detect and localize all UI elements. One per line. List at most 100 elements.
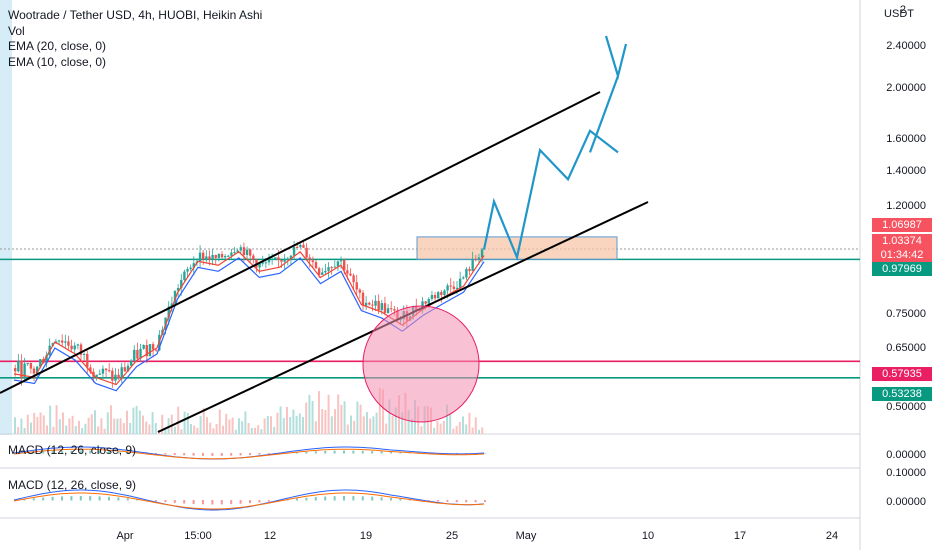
candle-body <box>283 259 286 262</box>
volume-bar <box>52 426 55 434</box>
macd-pane-1-histogram <box>249 453 251 456</box>
candle-body <box>108 370 111 372</box>
symbol-title[interactable]: Wootrade / Tether USD, 4h, HUOBI, Heikin… <box>8 8 263 22</box>
macd-pane-2-tick: 0.00000 <box>886 496 926 508</box>
macd-pane-2-histogram <box>399 498 402 501</box>
volume-bar <box>183 411 186 434</box>
macd-pane-1-histogram <box>117 451 120 454</box>
macd-pane-1-histogram <box>89 450 92 454</box>
macd-pane-2-histogram <box>474 500 477 503</box>
candle-body <box>111 370 114 381</box>
macd-pane-2-histogram <box>108 496 110 501</box>
candle-body <box>129 360 133 366</box>
macd-pane-1-histogram <box>258 453 261 455</box>
candle-body <box>120 367 123 379</box>
volume-bar <box>254 427 256 434</box>
candle-body <box>427 299 430 304</box>
indicator-ema-20[interactable]: EMA (20, close, 0) <box>8 39 107 53</box>
volume-bar <box>23 427 26 434</box>
macd-pane-1-histogram <box>267 453 270 455</box>
candle-body <box>145 345 148 357</box>
candle-body <box>390 308 393 310</box>
volume-bar <box>314 421 317 434</box>
volume-bar <box>180 429 183 434</box>
macd-pane-1-label[interactable]: MACD (12, 26, close, 9) <box>8 443 137 457</box>
volume-bar <box>30 422 32 434</box>
volume-bar <box>113 418 116 434</box>
volume-bar <box>138 410 141 434</box>
volume-bar <box>462 416 464 434</box>
volume-bar <box>119 418 122 434</box>
candle-body <box>82 353 86 355</box>
volume-bar <box>218 409 221 434</box>
candle-body <box>233 252 236 254</box>
volume-bar <box>81 427 84 434</box>
candle-body <box>32 368 36 374</box>
candle-body <box>270 258 274 260</box>
volume-bar <box>468 412 471 434</box>
candle-body <box>371 304 374 306</box>
volume-bar <box>238 418 240 434</box>
macd-pane-2-histogram <box>126 498 129 501</box>
candle-body <box>217 254 221 258</box>
macd-pane-1-histogram <box>98 450 101 454</box>
indicator-ema-10[interactable]: EMA (10, close, 0) <box>8 54 107 69</box>
time-label: 12 <box>263 530 277 542</box>
candle-body <box>424 301 427 304</box>
candle-body <box>67 341 70 346</box>
macd-pane-1-histogram <box>399 452 402 454</box>
volume-bar <box>391 415 394 434</box>
volume-bar <box>206 417 208 434</box>
volume-bar <box>474 417 477 434</box>
candle-body <box>289 255 293 259</box>
price-box-low-support: 0.53238 <box>872 387 932 401</box>
volume-bar <box>321 409 324 434</box>
volume-bar <box>442 420 445 434</box>
volume-bar <box>110 405 112 434</box>
volume-bar <box>292 409 295 434</box>
macd-pane-1-histogram <box>183 453 186 456</box>
candle-body <box>380 303 383 311</box>
indicator-vol[interactable]: Vol <box>8 23 25 38</box>
candle-body <box>61 340 64 343</box>
channel-upper-line <box>0 91 601 394</box>
candle-body <box>220 254 224 258</box>
candle-body <box>471 259 474 272</box>
candle-body <box>440 292 443 296</box>
candle-body <box>142 345 145 349</box>
volume-bar <box>362 416 365 434</box>
volume-bar <box>481 427 484 434</box>
candle-body <box>349 273 352 276</box>
candle-body <box>355 282 358 290</box>
volume-bar <box>142 415 144 434</box>
candle-body <box>305 247 308 258</box>
macd-pane-2-histogram <box>173 500 176 503</box>
macd-pane-2-label[interactable]: MACD (12, 26, close, 9) <box>8 478 137 492</box>
candle-body <box>17 360 20 372</box>
volume-bar <box>177 406 180 434</box>
candle-body <box>386 308 390 313</box>
candle-body <box>465 268 468 278</box>
candle-body <box>452 286 456 289</box>
candle-body <box>477 257 481 260</box>
volume-bar <box>33 412 36 434</box>
macd-pane-1-histogram <box>484 452 486 454</box>
price-unit: USDT <box>884 8 914 20</box>
volume-bar <box>170 414 173 434</box>
macd-pane-2-histogram <box>136 498 139 501</box>
candle-body <box>277 257 280 261</box>
volume-bar <box>190 424 192 434</box>
candle-body <box>280 260 283 262</box>
macd-pane-2-histogram <box>202 500 204 505</box>
volume-bar <box>215 424 218 434</box>
volume-bar <box>234 429 237 434</box>
volume-bar <box>257 425 260 434</box>
candle-body <box>23 363 26 378</box>
candle-body <box>446 285 449 291</box>
projection-arrowhead <box>604 35 628 81</box>
macd-pane-2-histogram <box>343 496 345 501</box>
macd-pane-2-histogram <box>51 496 54 501</box>
candle-body <box>64 341 67 343</box>
volume-bar <box>350 415 352 434</box>
